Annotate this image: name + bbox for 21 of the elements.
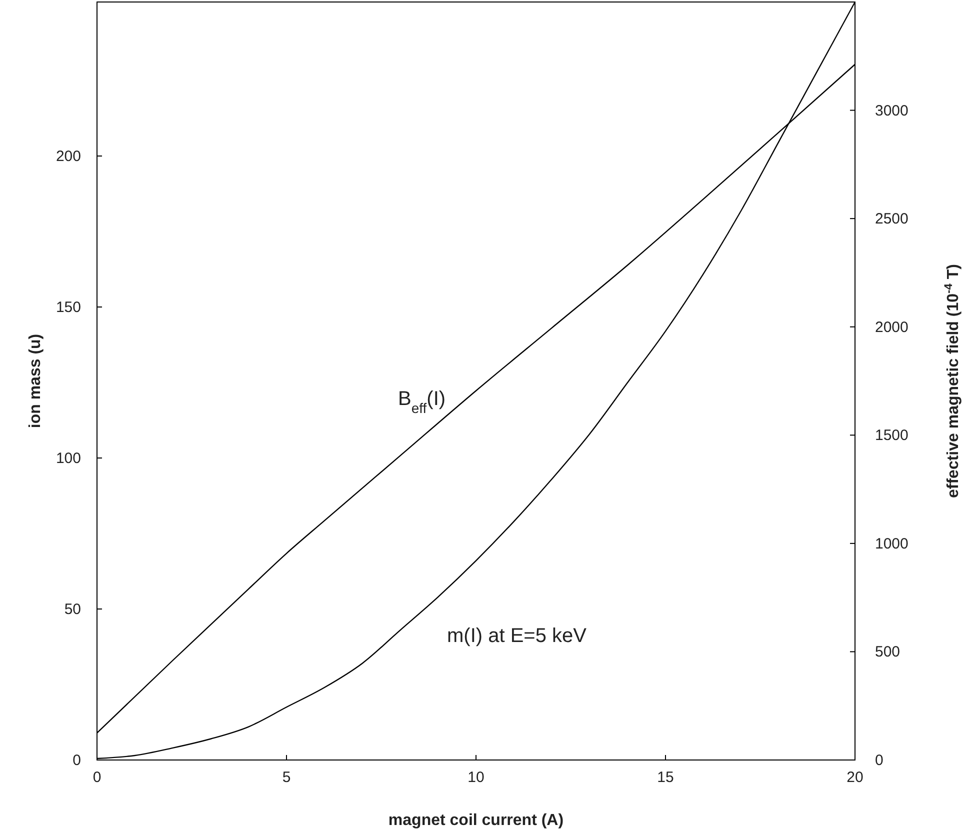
annotation: B$_{eff}$(I) — [398, 388, 446, 416]
y-tick-label: 0 — [72, 752, 81, 769]
y2-tick-label: 2500 — [875, 210, 908, 228]
y2-tick-label: 1500 — [875, 427, 908, 444]
y-tick-label: 100 — [56, 450, 81, 468]
x-tick-label: 10 — [468, 769, 484, 786]
y2-tick-label: 2000 — [875, 318, 908, 336]
y2-tick-label: 0 — [875, 752, 884, 769]
y-tick-label: 50 — [64, 601, 81, 618]
annotation: m(I) at E=5 keV — [447, 625, 588, 647]
y2-tick-label: 1000 — [875, 535, 908, 552]
y2-tick-label: 500 — [875, 644, 900, 661]
y-tick-label: 150 — [56, 299, 81, 316]
x-axis-title: magnet coil current (A) — [388, 812, 564, 829]
y-axis-title: ion mass (u) — [27, 334, 44, 428]
y2-tick-label: 3000 — [875, 102, 908, 120]
x-tick-label: 15 — [657, 769, 674, 786]
x-tick-label: 20 — [846, 769, 864, 786]
x-tick-label: 0 — [92, 769, 102, 786]
y-tick-label: 200 — [56, 148, 81, 166]
x-tick-label: 5 — [282, 769, 291, 786]
